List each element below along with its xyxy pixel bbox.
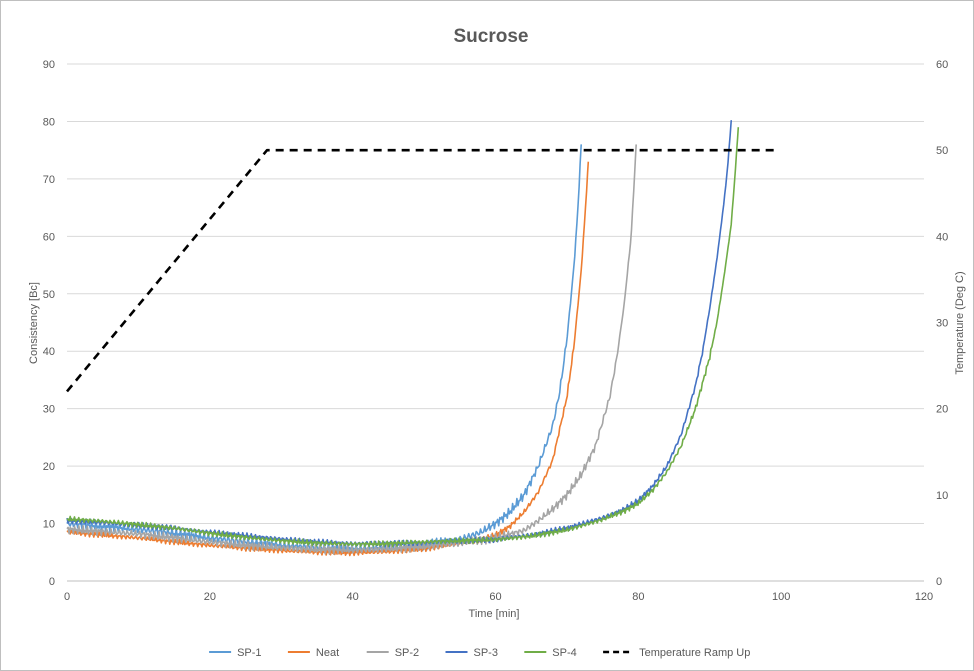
x-tick-label: 80	[632, 591, 644, 603]
series-line-sp-3	[67, 121, 731, 547]
y2-tick-label: 50	[936, 145, 948, 157]
x-tick-label: 60	[489, 591, 501, 603]
legend-label: Temperature Ramp Up	[639, 647, 750, 659]
x-tick-label: 120	[915, 591, 933, 603]
series-line-neat	[67, 162, 588, 556]
series-line-sp-1	[67, 144, 581, 553]
y-tick-label: 40	[43, 346, 55, 358]
series-line-sp-2	[67, 144, 636, 554]
chart-title: Sucrose	[454, 26, 529, 47]
y-tick-label: 0	[49, 576, 55, 588]
legend-label: SP-2	[395, 647, 419, 659]
y2-tick-label: 40	[936, 231, 948, 243]
grid	[67, 64, 924, 581]
legend-label: SP-3	[474, 647, 498, 659]
series-line-sp-4	[67, 127, 738, 546]
axis-ticks: 0 10 20 30 40 50 60 70 80 90 0 10 20 30 40 50 60 0 20 40 60 8…	[43, 59, 949, 603]
x-tick-label: 40	[347, 591, 359, 603]
series-line-temperature-ramp-up	[67, 150, 774, 391]
y-tick-label: 50	[43, 289, 55, 301]
y-tick-label: 90	[43, 59, 55, 71]
y2-axis-title: Temperature (Deg C)	[954, 271, 966, 374]
y-tick-label: 60	[43, 231, 55, 243]
y-tick-label: 70	[43, 174, 55, 186]
y-tick-label: 10	[43, 519, 55, 531]
y-tick-label: 20	[43, 461, 55, 473]
y2-tick-label: 30	[936, 318, 948, 330]
y-tick-label: 30	[43, 404, 55, 416]
legend-label: SP-1	[237, 647, 261, 659]
y2-tick-label: 10	[936, 490, 948, 502]
legend-label: SP-4	[552, 647, 576, 659]
y-axis-title: Consistency [Bc]	[28, 282, 40, 364]
y-tick-label: 80	[43, 116, 55, 128]
legend: SP-1 Neat SP-2 SP-3 SP-4 Temperature Ramp Up	[209, 647, 750, 659]
x-tick-label: 100	[772, 591, 790, 603]
series-lines	[67, 121, 774, 556]
y2-tick-label: 20	[936, 404, 948, 416]
x-axis-title: Time [min]	[469, 608, 520, 620]
y2-tick-label: 0	[936, 576, 942, 588]
x-tick-label: 0	[64, 591, 70, 603]
y2-tick-label: 60	[936, 59, 948, 71]
x-tick-label: 20	[204, 591, 216, 603]
legend-label: Neat	[316, 647, 339, 659]
